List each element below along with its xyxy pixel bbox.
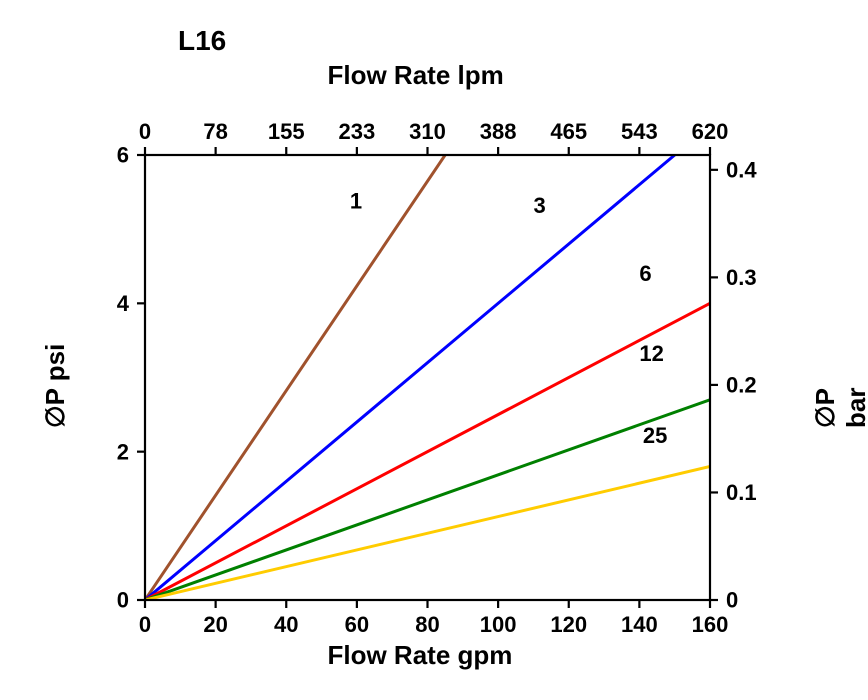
x-top-tick-label: 78 xyxy=(203,119,227,144)
chart-svg: 1361225020406080100120140160078155233310… xyxy=(0,0,868,700)
x-bottom-tick-label: 0 xyxy=(139,612,151,637)
y-right-tick-label: 0.1 xyxy=(726,480,757,505)
x-bottom-tick-label: 60 xyxy=(345,612,369,637)
y-right-tick-label: 0.3 xyxy=(726,265,757,290)
x-bottom-tick-label: 140 xyxy=(621,612,658,637)
y-left-tick-label: 2 xyxy=(117,439,129,464)
series-label-1: 1 xyxy=(350,188,362,213)
y-left-tick-label: 4 xyxy=(117,291,130,316)
series-label-12: 12 xyxy=(639,341,663,366)
y-left-tick-label: 0 xyxy=(117,588,129,613)
series-label-3: 3 xyxy=(533,193,545,218)
x-top-tick-label: 465 xyxy=(550,119,587,144)
x-top-tick-label: 620 xyxy=(692,119,729,144)
x-top-tick-label: 310 xyxy=(409,119,446,144)
x-top-tick-label: 543 xyxy=(621,119,658,144)
chart-container: L16 Flow Rate lpm Flow Rate gpm ∅P psi ∅… xyxy=(0,0,868,700)
x-top-tick-label: 155 xyxy=(268,119,305,144)
y-right-tick-label: 0 xyxy=(726,588,738,613)
x-bottom-tick-label: 160 xyxy=(692,612,729,637)
x-top-tick-label: 233 xyxy=(339,119,376,144)
series-label-25: 25 xyxy=(643,423,667,448)
x-bottom-tick-label: 40 xyxy=(274,612,298,637)
y-right-tick-label: 0.4 xyxy=(726,158,757,183)
series-label-6: 6 xyxy=(639,261,651,286)
y-left-tick-label: 6 xyxy=(117,143,129,168)
y-right-tick-label: 0.2 xyxy=(726,373,757,398)
x-bottom-tick-label: 120 xyxy=(550,612,587,637)
x-top-tick-label: 388 xyxy=(480,119,517,144)
x-top-tick-label: 0 xyxy=(139,119,151,144)
x-bottom-tick-label: 20 xyxy=(203,612,227,637)
x-bottom-tick-label: 100 xyxy=(480,612,517,637)
x-bottom-tick-label: 80 xyxy=(415,612,439,637)
